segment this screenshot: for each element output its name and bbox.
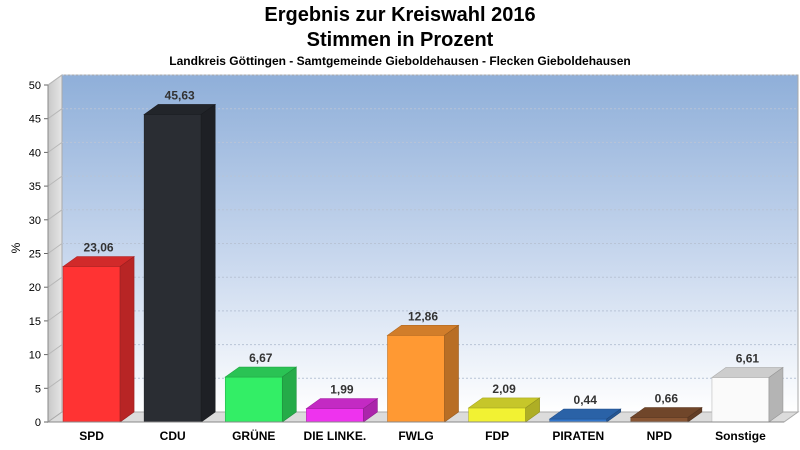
x-tick-label: GRÜNE bbox=[232, 428, 275, 443]
bar-value-label: 6,61 bbox=[736, 351, 760, 365]
x-tick-label: SPD bbox=[79, 429, 104, 443]
bar-side bbox=[444, 324, 459, 423]
bar-front bbox=[468, 407, 526, 423]
bar-side bbox=[768, 366, 784, 423]
bar-value-label: 12,86 bbox=[408, 309, 438, 323]
bar-value-label: 2,09 bbox=[492, 382, 516, 396]
x-tick-label: NPD bbox=[647, 429, 673, 443]
y-axis: 0 5 10 15 20 25 30 35 40 45 50 bbox=[29, 80, 49, 429]
x-tick-label: PIRATEN bbox=[552, 429, 604, 443]
bar-side bbox=[200, 103, 216, 423]
bar-value-label: 45,63 bbox=[165, 88, 195, 102]
bar-spd bbox=[62, 255, 135, 423]
bar-value-label: 0,66 bbox=[655, 392, 679, 406]
grid-line-side bbox=[47, 141, 63, 153]
bar-side bbox=[525, 397, 540, 423]
grid-line-side bbox=[47, 344, 63, 356]
bar-front bbox=[224, 376, 283, 423]
bar-side bbox=[606, 408, 622, 423]
grid-line-side bbox=[47, 310, 63, 322]
y-tick-label: 30 bbox=[29, 215, 41, 227]
y-tick-label: 50 bbox=[29, 80, 41, 92]
bar-piraten bbox=[548, 408, 622, 423]
y-tick-label: 40 bbox=[29, 147, 41, 159]
bar-fwlg bbox=[386, 324, 460, 423]
bar-front bbox=[306, 408, 364, 423]
bar-fdp bbox=[467, 397, 541, 423]
bar-value-label: 1,99 bbox=[330, 383, 354, 397]
bar-sonstige bbox=[711, 366, 784, 423]
bar-front bbox=[630, 417, 689, 423]
x-axis: SPD CDU GRÜNE DIE LINKE. FWLG FDP PIRATEN NPD So… bbox=[48, 421, 784, 443]
bar-side bbox=[687, 406, 703, 423]
grid-line-side bbox=[47, 209, 63, 221]
grid-line-side bbox=[47, 175, 63, 187]
bar-front bbox=[143, 114, 202, 423]
bar-front bbox=[387, 335, 445, 423]
bar-value-label: 23,06 bbox=[84, 241, 114, 255]
chart-subtitle: Stimmen in Prozent bbox=[306, 29, 494, 51]
bar-npd bbox=[629, 406, 703, 423]
bar-side bbox=[119, 255, 135, 423]
grid-line-side bbox=[47, 377, 63, 389]
x-tick-label: FWLG bbox=[398, 429, 433, 443]
y-tick-label: 35 bbox=[29, 181, 41, 193]
grid-line-side bbox=[47, 276, 63, 288]
y-tick-label: 20 bbox=[29, 282, 41, 294]
x-tick-label: DIE LINKE. bbox=[304, 429, 367, 443]
bar-side bbox=[363, 398, 378, 423]
chart-region: Landkreis Göttingen - Samtgemeinde Giebo… bbox=[169, 54, 631, 68]
y-tick-label: 25 bbox=[29, 249, 41, 261]
y-tick-label: 45 bbox=[29, 114, 41, 126]
x-tick-label: CDU bbox=[160, 429, 186, 443]
bar-front bbox=[711, 377, 770, 423]
x-tick-label: Sonstige bbox=[715, 429, 766, 443]
bar-gr-ne bbox=[224, 366, 298, 423]
bar-value-label: 0,44 bbox=[574, 393, 598, 407]
grid-line-side bbox=[47, 74, 63, 86]
bar-value-label: 6,67 bbox=[249, 351, 273, 365]
bar-die-linke- bbox=[305, 398, 379, 423]
bar-side bbox=[281, 366, 297, 423]
y-tick-label: 0 bbox=[35, 417, 41, 429]
y-axis-label: % bbox=[9, 242, 23, 253]
chart-title: Ergebnis zur Kreiswahl 2016 bbox=[264, 4, 536, 26]
y-tick-label: 15 bbox=[29, 316, 41, 328]
x-tick-label: FDP bbox=[485, 429, 509, 443]
grid-line-side bbox=[47, 243, 63, 254]
grid-line-side bbox=[47, 108, 63, 120]
bar-cdu bbox=[143, 103, 217, 423]
bar-front bbox=[62, 266, 121, 423]
y-tick-label: 5 bbox=[35, 383, 41, 395]
y-tick-label: 10 bbox=[29, 350, 41, 362]
bars: 23,06 45,63 6,67 1,99 12,86 2,09 0,44 0,66 6,61 bbox=[62, 88, 784, 423]
